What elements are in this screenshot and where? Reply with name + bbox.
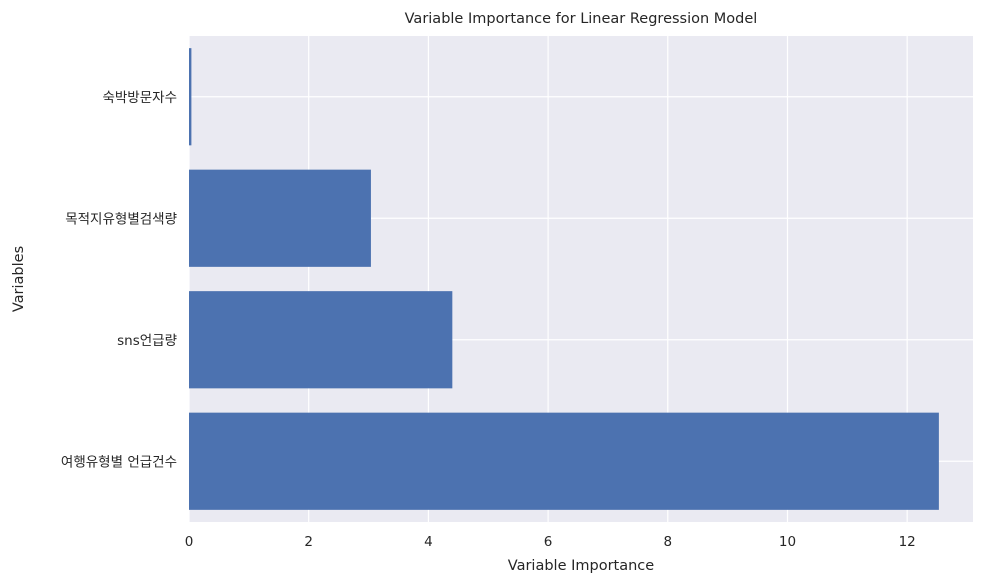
x-tick-label: 8: [663, 534, 672, 550]
y-tick-label: 여행유형별 언급건수: [61, 454, 177, 470]
y-tick-labels: 여행유형별 언급건수 sns언급량 목적지유형별검색량 숙박방문자수: [61, 90, 177, 471]
x-tick-label: 0: [185, 534, 194, 550]
y-tick-label: 목적지유형별검색량: [65, 211, 177, 227]
x-tick-label: 4: [424, 534, 433, 550]
bar: [189, 169, 371, 267]
y-axis-label: Variables: [11, 246, 27, 312]
x-tick-label: 2: [304, 534, 313, 550]
x-tick-label: 6: [544, 534, 553, 550]
x-tick-labels: 0 2 4 6 8 10 12: [185, 534, 916, 550]
x-axis-label: Variable Importance: [508, 558, 654, 574]
bar: [189, 412, 939, 510]
chart-title: Variable Importance for Linear Regressio…: [405, 11, 758, 27]
bar: [189, 291, 453, 389]
y-tick-label: sns언급량: [117, 333, 177, 349]
y-tick-label: 숙박방문자수: [102, 90, 177, 106]
bar: [189, 48, 192, 146]
bars: [189, 48, 939, 510]
x-tick-label: 12: [899, 534, 916, 550]
x-tick-label: 10: [779, 534, 796, 550]
